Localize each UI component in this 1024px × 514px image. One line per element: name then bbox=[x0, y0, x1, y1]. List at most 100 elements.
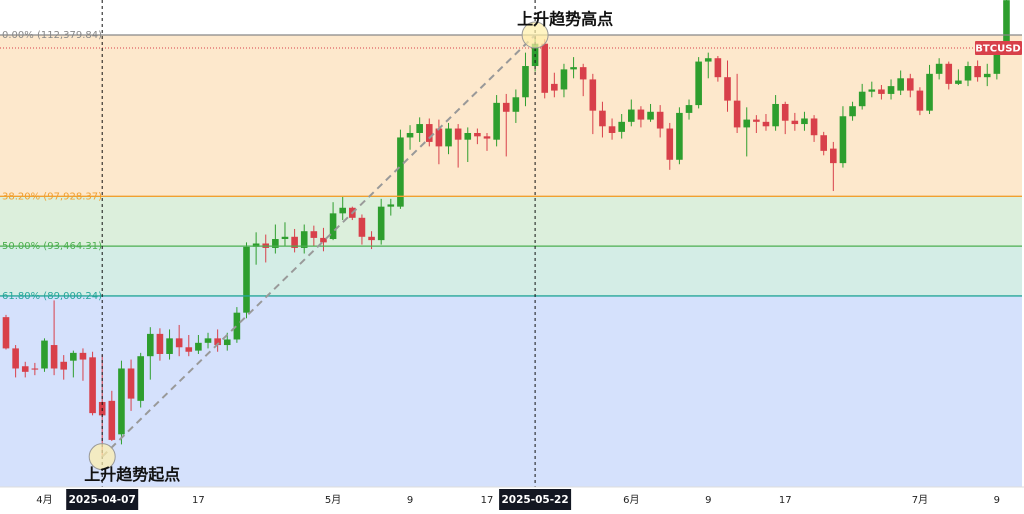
candle-body bbox=[560, 69, 568, 90]
candle-body bbox=[243, 246, 250, 313]
candle-body bbox=[801, 118, 808, 125]
x-tick-label: 17 bbox=[779, 495, 792, 506]
candle-body bbox=[474, 132, 481, 137]
trend-line bbox=[101, 34, 536, 458]
candle-body bbox=[878, 89, 885, 94]
candle-body bbox=[214, 338, 221, 346]
candle-body bbox=[204, 338, 212, 343]
x-tick-label: 9 bbox=[407, 495, 413, 506]
candle-body bbox=[858, 91, 866, 107]
date-label: 2025-04-07 bbox=[69, 494, 136, 506]
candle-body bbox=[70, 352, 77, 361]
x-tick-label: 17 bbox=[481, 495, 494, 506]
trend-point bbox=[521, 21, 549, 49]
candle-body bbox=[849, 106, 856, 117]
candle-body bbox=[579, 67, 587, 80]
candle-body bbox=[320, 237, 327, 243]
candle-body bbox=[522, 66, 529, 98]
candle-body bbox=[147, 333, 154, 357]
candle-body bbox=[810, 118, 818, 136]
candle-body bbox=[41, 340, 48, 369]
candle-body bbox=[252, 243, 260, 247]
candle-body bbox=[647, 111, 654, 120]
candle-body bbox=[300, 231, 308, 248]
fib-label: 0.00% (112,379.84) bbox=[2, 30, 102, 41]
x-tick-label: 7月 bbox=[912, 494, 928, 506]
candle-body bbox=[175, 338, 183, 348]
fib-zones bbox=[0, 35, 1022, 487]
candle-body bbox=[820, 135, 827, 151]
candle-body bbox=[628, 109, 635, 122]
candle-body bbox=[185, 347, 193, 352]
candle-body bbox=[50, 345, 58, 369]
x-tick-label: 17 bbox=[192, 495, 205, 506]
candle-body bbox=[12, 348, 19, 369]
candle-body bbox=[637, 109, 645, 120]
candle-body bbox=[618, 121, 625, 132]
candle-body bbox=[118, 368, 125, 435]
candle-body bbox=[608, 126, 616, 133]
candle-body bbox=[21, 366, 29, 372]
date-box bbox=[499, 489, 572, 510]
candles bbox=[2, 0, 1010, 457]
candle-body bbox=[79, 352, 87, 360]
candle-body bbox=[541, 43, 549, 93]
candle-body bbox=[551, 83, 558, 91]
candle-body bbox=[955, 80, 962, 84]
candle-body bbox=[868, 89, 876, 92]
candle-body bbox=[791, 120, 799, 125]
fib-label: 61.80% (89,000.24) bbox=[2, 291, 102, 302]
candle-body bbox=[676, 112, 683, 160]
fib-zone bbox=[0, 246, 1022, 296]
candle-body bbox=[464, 132, 472, 140]
candle-body bbox=[483, 136, 491, 139]
candle-body bbox=[926, 73, 933, 111]
candle-body bbox=[599, 110, 606, 127]
overlay: 0.00% (112,379.84) 38.20% (97,928.37) 50.0… bbox=[0, 0, 1022, 487]
candle-body bbox=[377, 206, 385, 241]
candle-body bbox=[983, 73, 991, 78]
candle-body bbox=[1003, 0, 1010, 48]
date-box bbox=[66, 489, 139, 510]
candle-body bbox=[339, 207, 346, 214]
candle-body bbox=[772, 103, 779, 127]
x-tick-label: 6月 bbox=[623, 494, 639, 506]
candle-body bbox=[31, 368, 39, 370]
candle-body bbox=[156, 333, 164, 354]
candle-body bbox=[743, 119, 751, 128]
candle-body bbox=[195, 342, 202, 351]
candle-body bbox=[310, 231, 318, 238]
candle-body bbox=[416, 124, 423, 133]
candle-body bbox=[714, 58, 722, 78]
candle-body bbox=[589, 79, 597, 111]
candle-body bbox=[425, 124, 433, 142]
candle-body bbox=[493, 102, 500, 140]
candle-body bbox=[368, 236, 375, 241]
candle-body bbox=[89, 357, 96, 414]
candle-body bbox=[454, 128, 462, 140]
candle-body bbox=[733, 100, 741, 128]
candle-body bbox=[666, 128, 674, 160]
candle-body bbox=[223, 339, 231, 346]
candle-body bbox=[762, 121, 770, 127]
x-tick-label: 4月 bbox=[36, 494, 52, 506]
candle-body bbox=[512, 97, 520, 112]
candle-body bbox=[724, 77, 731, 101]
candle-body bbox=[406, 132, 414, 138]
date-label: 2025-05-22 bbox=[502, 494, 569, 506]
candle-body bbox=[397, 137, 404, 207]
candle-body bbox=[704, 58, 712, 62]
symbol-box bbox=[975, 41, 1022, 55]
candle-body bbox=[935, 63, 943, 74]
candle-body bbox=[358, 217, 366, 237]
annotation: 上升趋势起点 bbox=[84, 465, 180, 484]
candle-body bbox=[695, 61, 702, 106]
candle-body bbox=[916, 90, 924, 111]
x-tick-label: 9 bbox=[994, 495, 1000, 506]
candle-body bbox=[502, 102, 510, 112]
trend-point bbox=[88, 443, 116, 471]
candle-body bbox=[781, 103, 789, 121]
x-tick-label: 9 bbox=[705, 495, 711, 506]
candle-body bbox=[685, 105, 693, 113]
